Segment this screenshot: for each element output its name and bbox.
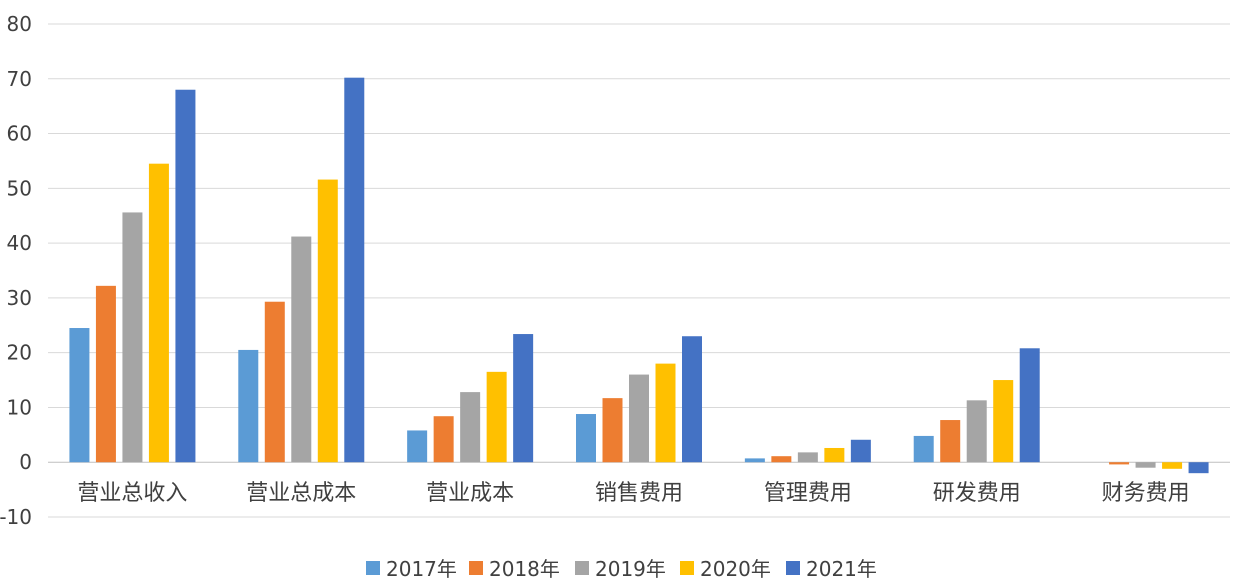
y-tick-label: 20	[7, 341, 32, 365]
bar	[122, 212, 143, 463]
bar	[486, 371, 507, 463]
legend-swatch	[786, 561, 800, 575]
y-tick-label: 80	[7, 12, 32, 36]
bar	[148, 163, 169, 463]
bar	[744, 458, 765, 463]
legend-swatch	[469, 561, 483, 575]
legend-label: 2021年	[806, 557, 877, 581]
legend-label: 2020年	[700, 557, 771, 581]
legend-label: 2017年	[386, 557, 457, 581]
bar	[460, 392, 481, 463]
bar	[513, 334, 534, 463]
legend-label: 2019年	[595, 557, 666, 581]
bar	[1135, 462, 1156, 468]
bar	[797, 452, 818, 463]
y-tick-label: 60	[7, 122, 32, 146]
bar	[1188, 462, 1209, 474]
bar	[771, 456, 792, 463]
bar	[682, 336, 702, 463]
bar	[1162, 462, 1183, 469]
category-label: 管理费用	[764, 481, 852, 506]
bar	[433, 416, 454, 463]
bar	[850, 439, 871, 463]
x-axis-categories: 营业总收入 营业总成本 营业成本 销售费用 管理费用 研发费用 财务费用	[77, 481, 1189, 506]
bar	[655, 363, 676, 463]
legend-swatch	[680, 561, 694, 575]
bar	[629, 374, 649, 463]
bar	[576, 414, 596, 463]
bar	[264, 301, 285, 463]
legend-swatch	[575, 561, 589, 575]
bars	[69, 77, 1209, 474]
bar	[238, 349, 259, 463]
bar	[993, 380, 1014, 463]
bar	[95, 285, 116, 463]
bar	[824, 447, 845, 463]
bar	[344, 77, 365, 463]
bar	[175, 89, 196, 463]
category-label: 营业成本	[426, 481, 514, 506]
category-label: 财务费用	[1102, 481, 1190, 506]
bar	[913, 435, 934, 463]
category-label: 研发费用	[933, 481, 1021, 506]
y-tick-label: 10	[7, 395, 32, 419]
y-tick-label: -10	[0, 505, 32, 529]
bar	[940, 420, 961, 463]
y-tick-label: 50	[7, 176, 32, 200]
bar	[291, 236, 312, 463]
bar	[966, 400, 987, 463]
legend-swatch	[366, 561, 380, 575]
y-tick-label: 40	[7, 231, 32, 255]
bar	[69, 328, 90, 463]
category-label: 营业总收入	[77, 481, 187, 506]
bar	[317, 179, 338, 463]
legend: 2017年 2018年 2019年 2020年 2021年	[366, 557, 877, 581]
category-label: 销售费用	[595, 481, 683, 506]
y-tick-label: 30	[7, 286, 32, 310]
bar	[407, 430, 428, 463]
category-label: 营业总成本	[246, 481, 356, 506]
y-tick-label: 0	[19, 450, 32, 474]
bar	[602, 398, 623, 463]
y-axis-ticks: -10 0 10 20 30 40 50 60 70 80	[0, 12, 32, 529]
y-tick-label: 70	[7, 67, 32, 91]
bar	[1109, 462, 1130, 465]
legend-label: 2018年	[489, 557, 560, 581]
bar	[1019, 348, 1040, 463]
